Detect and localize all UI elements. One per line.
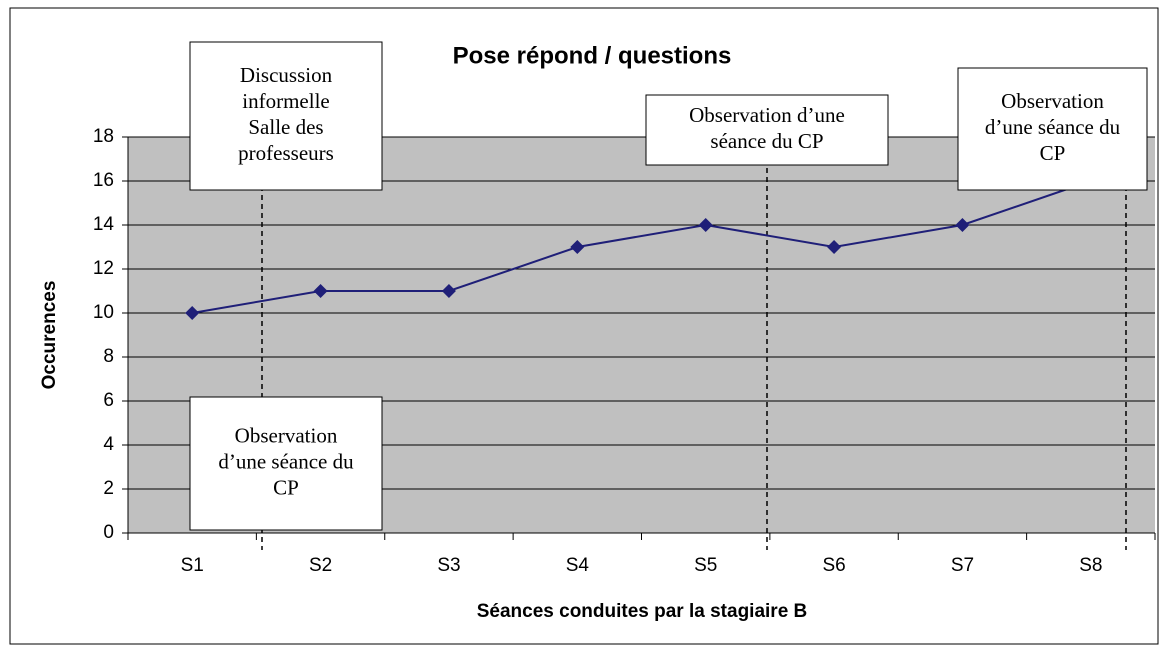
data-point [827, 240, 842, 254]
data-point [698, 218, 713, 232]
annotation-text: professeurs [238, 141, 334, 165]
annotation-text: CP [1040, 141, 1066, 165]
annotation-text: d’une séance du [218, 449, 354, 473]
y-tick-label: 8 [103, 346, 114, 367]
y-axis-label: Occurences [39, 281, 60, 390]
x-tick-label: S6 [822, 555, 845, 576]
x-tick-label: S3 [437, 555, 460, 576]
y-tick-label: 6 [103, 390, 114, 411]
annotation-text: Discussion [240, 63, 333, 87]
annotation-text: séance du CP [710, 129, 823, 153]
annotation-text: Observation [1001, 89, 1104, 113]
y-tick-label: 18 [93, 126, 114, 147]
y-tick-label: 4 [103, 434, 114, 455]
annotation-text: Observation d’une [689, 103, 845, 127]
annotation-text: informelle [242, 89, 329, 113]
annotation-text: d’une séance du [985, 115, 1121, 139]
annotation-box [645, 94, 889, 166]
annotation-text: Observation [235, 423, 338, 447]
annotation-text: Salle des [248, 115, 323, 139]
y-tick-label: 14 [93, 214, 115, 235]
y-tick-label: 2 [103, 478, 114, 499]
data-point [313, 284, 328, 298]
annotation-box [957, 67, 1148, 191]
y-tick-label: 12 [93, 258, 114, 279]
data-point [185, 306, 200, 320]
x-tick-label: S1 [181, 555, 204, 576]
x-tick-label: S4 [566, 555, 590, 576]
chart-title: Pose répond / questions [453, 42, 732, 69]
data-point [570, 240, 585, 254]
annotation-box [189, 396, 383, 531]
y-tick-label: 10 [93, 302, 114, 323]
annotation-box [189, 41, 383, 191]
data-point [441, 284, 456, 298]
annotation-text: CP [273, 475, 299, 499]
y-tick-label: 0 [103, 522, 114, 543]
x-tick-label: S7 [951, 555, 974, 576]
x-tick-label: S8 [1079, 555, 1102, 576]
data-point [955, 218, 970, 232]
x-tick-label: S5 [694, 555, 717, 576]
series-line [192, 180, 1092, 314]
x-axis-label: Séances conduites par la stagiaire B [477, 601, 808, 622]
y-tick-label: 16 [93, 170, 114, 191]
x-tick-label: S2 [309, 555, 332, 576]
